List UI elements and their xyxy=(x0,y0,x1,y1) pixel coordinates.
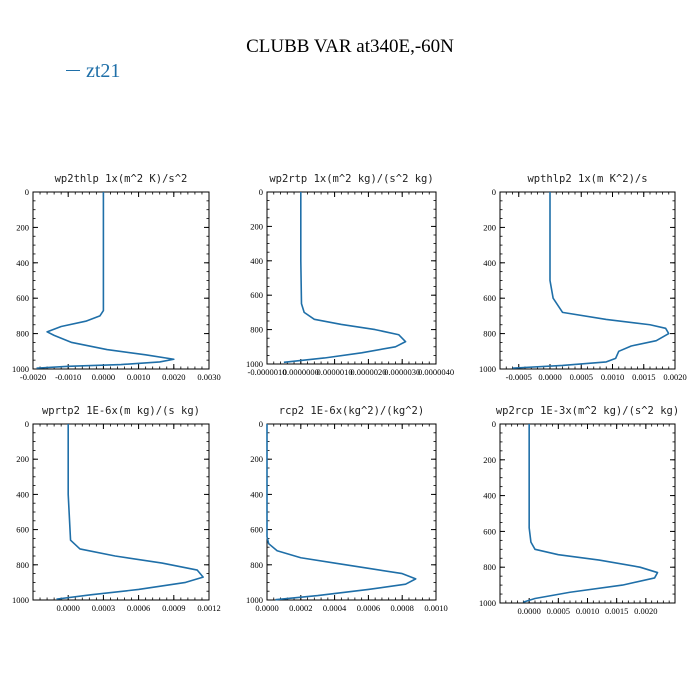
x-tick-label: 0.0000 xyxy=(57,603,80,613)
y-tick-label: 200 xyxy=(16,222,29,232)
x-tick-label: 0.0030 xyxy=(197,372,220,382)
y-tick-label: 600 xyxy=(16,525,29,535)
y-tick-label: 400 xyxy=(250,256,263,266)
x-tick-label: 0.0002 xyxy=(289,603,312,613)
legend-label: zt21 xyxy=(86,60,121,82)
x-tick-label: 0.0020 xyxy=(663,372,686,382)
x-tick-label: 0.0006 xyxy=(127,603,150,613)
y-tick-label: 1000 xyxy=(12,364,29,374)
y-tick-label: 600 xyxy=(250,525,263,535)
y-tick-label: 200 xyxy=(250,221,263,231)
y-tick-label: 1000 xyxy=(246,595,263,605)
x-tick-label: 0.0000 xyxy=(517,606,540,616)
y-tick-label: 800 xyxy=(250,560,263,570)
y-tick-label: 0 xyxy=(25,187,29,197)
x-tick-label: 0.0005 xyxy=(570,372,593,382)
chart-panel-5: rcp2 1E-6x(kg^2)/(kg^2) 0 200 400 600 800 1000… xyxy=(246,405,448,613)
y-tick-label: 0 xyxy=(25,419,29,429)
y-tick-label: 200 xyxy=(16,454,29,464)
plot-frame xyxy=(499,423,676,604)
y-tick-label: 400 xyxy=(483,491,496,501)
y-tick-label: 200 xyxy=(250,454,263,464)
x-tick-label: 0.0000 xyxy=(92,372,115,382)
panel-title: wp2rtp 1x(m^2 kg)/(s^2 kg) xyxy=(269,173,433,185)
x-tick-label: 0.0010 xyxy=(127,372,150,382)
x-tick-label: 0.0009 xyxy=(162,603,185,613)
panel-title: wprtp2 1E-6x(m kg)/(s kg) xyxy=(42,405,200,417)
y-tick-label: 400 xyxy=(16,258,29,268)
y-tick-label: 800 xyxy=(483,329,496,339)
panel-title: rcp2 1E-6x(kg^2)/(kg^2) xyxy=(279,405,424,417)
x-tick-label: 0.0000040 xyxy=(418,367,454,377)
y-tick-label: 1000 xyxy=(479,598,496,608)
chart-panel-4: wprtp2 1E-6x(m kg)/(s kg) 0 200 400 600 800 10… xyxy=(12,405,221,613)
x-tick-label: -0.0005 xyxy=(506,372,532,382)
y-tick-label: 1000 xyxy=(12,595,29,605)
chart-panel-6: wp2rcp 1E-3x(m^2 kg)/(s^2 kg)0 200 400 600 8… xyxy=(479,405,679,616)
chart-panel-2: wp2rtp 1x(m^2 kg)/(s^2 kg) 0 200 400 600 800 1… xyxy=(246,173,454,377)
x-tick-label: 0.0000010 xyxy=(317,367,353,377)
x-tick-label: 0.0020 xyxy=(162,372,185,382)
y-tick-label: 0 xyxy=(492,187,496,197)
x-tick-label: 0.0006 xyxy=(357,603,380,613)
x-tick-label: 0.0020 xyxy=(634,606,657,616)
chart-panel-1: wp2thlp 1x(m^2 K)/s^202004006008001000-0… xyxy=(12,173,221,382)
legend-swatch xyxy=(66,69,80,71)
x-tick-label: -0.0020 xyxy=(20,372,46,382)
x-tick-label: 0.0003 xyxy=(92,603,115,613)
x-tick-label: 0.0000000 xyxy=(283,367,319,377)
y-tick-label: 800 xyxy=(16,329,29,339)
y-tick-label: 400 xyxy=(16,489,29,499)
x-tick-label: -0.0010 xyxy=(55,372,81,382)
y-tick-label: 1000 xyxy=(246,359,263,369)
legend: zt21 xyxy=(66,60,120,83)
series-line-zt21 xyxy=(266,424,417,601)
x-tick-label: -0.0000010 xyxy=(248,367,287,377)
x-tick-label: 0.0008 xyxy=(391,603,414,613)
panel-title: wp2thlp 1x(m^2 K)/s^2 xyxy=(55,173,188,185)
x-tick-label: 0.0015 xyxy=(632,372,655,382)
y-tick-label: 800 xyxy=(250,325,263,335)
y-tick-label: 600 xyxy=(16,293,29,303)
series-line-zt21 xyxy=(523,424,659,603)
page-title: CLUBB VAR at340E,-60N xyxy=(246,36,454,57)
y-tick-label: 200 xyxy=(483,455,496,465)
plot-frame xyxy=(32,423,210,601)
y-tick-label: 400 xyxy=(483,258,496,268)
chart-panel-3: wpthlp2 1x(m K^2)/s 0 200 400 600 800 1000 -0.0… xyxy=(479,173,687,382)
x-tick-label: 0.0004 xyxy=(323,603,347,613)
x-tick-label: 0.0005 xyxy=(547,606,570,616)
series-line-zt21 xyxy=(512,192,670,369)
x-tick-label: 0.0000030 xyxy=(384,367,420,377)
x-tick-label: 0.0015 xyxy=(605,606,628,616)
plot-frame xyxy=(266,191,437,365)
y-tick-label: 800 xyxy=(16,560,29,570)
y-tick-label: 600 xyxy=(483,293,496,303)
plot-frame xyxy=(266,423,437,601)
panel-title: wpthlp2 1x(m K^2)/s xyxy=(527,173,647,185)
series-line-zt21 xyxy=(56,424,204,600)
y-tick-label: 0 xyxy=(259,187,263,197)
plot-frame xyxy=(32,191,210,370)
x-tick-label: 0.0000020 xyxy=(350,367,386,377)
x-tick-label: 0.0010 xyxy=(601,372,624,382)
panel-title: wp2rcp 1E-3x(m^2 kg)/(s^2 kg) xyxy=(496,405,679,417)
y-tick-label: 600 xyxy=(483,526,496,536)
y-tick-label: 200 xyxy=(483,222,496,232)
x-tick-label: 0.0000 xyxy=(538,372,561,382)
x-tick-label: 0.0010 xyxy=(576,606,599,616)
x-tick-label: 0.0010 xyxy=(424,603,447,613)
y-tick-label: 800 xyxy=(483,562,496,572)
y-tick-label: 600 xyxy=(250,290,263,300)
series-line-zt21 xyxy=(36,192,175,369)
x-tick-label: 0.0000 xyxy=(255,603,278,613)
y-tick-label: 0 xyxy=(259,419,263,429)
y-tick-label: 0 xyxy=(492,419,496,429)
y-tick-label: 1000 xyxy=(479,364,496,374)
x-tick-label: 0.0012 xyxy=(197,603,220,613)
y-tick-label: 400 xyxy=(250,489,263,499)
series-line-zt21 xyxy=(283,192,407,364)
